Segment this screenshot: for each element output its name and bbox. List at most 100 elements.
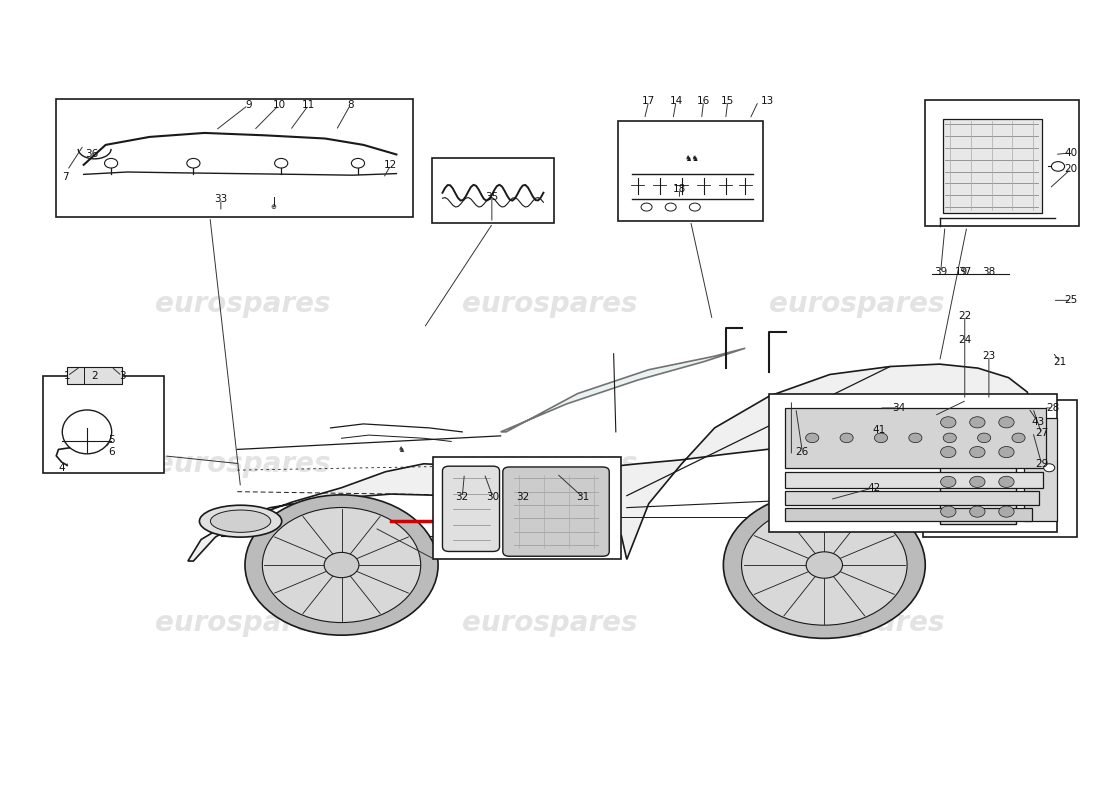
Text: eurospares: eurospares bbox=[770, 290, 945, 318]
Circle shape bbox=[805, 433, 818, 442]
Text: eurospares: eurospares bbox=[462, 450, 638, 478]
Text: 22: 22 bbox=[958, 311, 971, 322]
Text: 36: 36 bbox=[85, 150, 98, 159]
Ellipse shape bbox=[210, 510, 271, 532]
Circle shape bbox=[940, 476, 956, 487]
Text: 26: 26 bbox=[795, 447, 808, 457]
FancyBboxPatch shape bbox=[784, 408, 1046, 468]
Ellipse shape bbox=[199, 506, 282, 537]
Circle shape bbox=[1052, 162, 1065, 171]
Text: 32: 32 bbox=[516, 492, 529, 502]
Circle shape bbox=[940, 506, 956, 517]
Circle shape bbox=[970, 446, 985, 458]
Text: 11: 11 bbox=[302, 100, 316, 110]
Circle shape bbox=[741, 505, 908, 625]
Circle shape bbox=[104, 158, 118, 168]
Circle shape bbox=[999, 476, 1014, 487]
Circle shape bbox=[351, 158, 364, 168]
Text: 12: 12 bbox=[384, 160, 397, 170]
Circle shape bbox=[1012, 433, 1025, 442]
Text: 32: 32 bbox=[455, 492, 469, 502]
FancyBboxPatch shape bbox=[432, 458, 622, 559]
Circle shape bbox=[666, 203, 676, 211]
Text: eurospares: eurospares bbox=[462, 610, 638, 638]
Circle shape bbox=[840, 433, 854, 442]
Text: 29: 29 bbox=[1035, 458, 1048, 469]
Circle shape bbox=[940, 446, 956, 458]
Circle shape bbox=[275, 158, 288, 168]
Text: 34: 34 bbox=[892, 403, 905, 413]
Text: 41: 41 bbox=[872, 426, 886, 435]
Text: 16: 16 bbox=[697, 96, 711, 106]
Text: 35: 35 bbox=[485, 192, 498, 202]
Circle shape bbox=[978, 433, 991, 442]
Text: 19: 19 bbox=[955, 267, 968, 278]
Circle shape bbox=[909, 433, 922, 442]
Circle shape bbox=[724, 492, 925, 638]
Text: ♞: ♞ bbox=[398, 445, 406, 454]
FancyBboxPatch shape bbox=[67, 366, 122, 384]
Text: 5: 5 bbox=[108, 435, 114, 445]
Text: 9: 9 bbox=[245, 100, 252, 110]
Circle shape bbox=[187, 158, 200, 168]
Text: 42: 42 bbox=[867, 482, 880, 493]
FancyBboxPatch shape bbox=[939, 412, 1016, 523]
Text: 3: 3 bbox=[119, 371, 125, 381]
Circle shape bbox=[999, 446, 1014, 458]
Text: 13: 13 bbox=[760, 96, 774, 106]
Text: 21: 21 bbox=[1054, 357, 1067, 366]
Text: 4: 4 bbox=[58, 462, 65, 473]
Text: eurospares: eurospares bbox=[462, 290, 638, 318]
FancyBboxPatch shape bbox=[503, 467, 609, 556]
FancyBboxPatch shape bbox=[943, 118, 1042, 213]
Circle shape bbox=[641, 203, 652, 211]
Text: 2: 2 bbox=[91, 371, 98, 381]
Text: 8: 8 bbox=[346, 100, 353, 110]
FancyBboxPatch shape bbox=[442, 466, 499, 551]
Circle shape bbox=[324, 552, 359, 578]
FancyBboxPatch shape bbox=[925, 100, 1079, 226]
Text: 38: 38 bbox=[982, 267, 996, 278]
Circle shape bbox=[999, 417, 1014, 428]
Text: 40: 40 bbox=[1065, 148, 1078, 158]
Polygon shape bbox=[901, 444, 961, 472]
Text: eurospares: eurospares bbox=[155, 610, 330, 638]
Text: 18: 18 bbox=[673, 184, 686, 194]
Text: 37: 37 bbox=[958, 267, 971, 278]
FancyBboxPatch shape bbox=[784, 472, 1043, 488]
FancyBboxPatch shape bbox=[784, 491, 1040, 506]
Text: 20: 20 bbox=[1065, 164, 1078, 174]
Circle shape bbox=[874, 433, 888, 442]
Text: 43: 43 bbox=[1032, 418, 1045, 427]
Text: 17: 17 bbox=[642, 96, 656, 106]
Text: eurospares: eurospares bbox=[155, 450, 330, 478]
Text: 24: 24 bbox=[958, 335, 971, 346]
Text: 33: 33 bbox=[214, 194, 228, 204]
FancyBboxPatch shape bbox=[769, 394, 1057, 531]
FancyBboxPatch shape bbox=[431, 158, 554, 223]
Text: eurospares: eurospares bbox=[770, 450, 945, 478]
Circle shape bbox=[999, 506, 1014, 517]
Text: ⊕: ⊕ bbox=[271, 204, 276, 210]
Polygon shape bbox=[188, 364, 1033, 561]
Text: eurospares: eurospares bbox=[155, 290, 330, 318]
Text: eurospares: eurospares bbox=[770, 610, 945, 638]
FancyBboxPatch shape bbox=[784, 509, 1032, 521]
Circle shape bbox=[970, 417, 985, 428]
FancyBboxPatch shape bbox=[618, 121, 763, 221]
Circle shape bbox=[263, 507, 420, 622]
Circle shape bbox=[245, 495, 438, 635]
Text: 10: 10 bbox=[273, 100, 286, 110]
Text: 1: 1 bbox=[64, 371, 70, 381]
Text: 28: 28 bbox=[1046, 403, 1059, 413]
Text: 39: 39 bbox=[934, 267, 947, 278]
Circle shape bbox=[943, 433, 956, 442]
Circle shape bbox=[970, 506, 985, 517]
Circle shape bbox=[806, 552, 843, 578]
Text: 15: 15 bbox=[722, 96, 735, 106]
Text: 25: 25 bbox=[1065, 295, 1078, 306]
Text: 6: 6 bbox=[108, 447, 114, 457]
Text: 30: 30 bbox=[486, 492, 499, 502]
FancyBboxPatch shape bbox=[43, 376, 164, 474]
Text: 23: 23 bbox=[982, 351, 996, 361]
